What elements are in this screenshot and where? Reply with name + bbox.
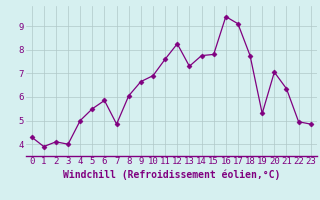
X-axis label: Windchill (Refroidissement éolien,°C): Windchill (Refroidissement éolien,°C) <box>62 169 280 180</box>
